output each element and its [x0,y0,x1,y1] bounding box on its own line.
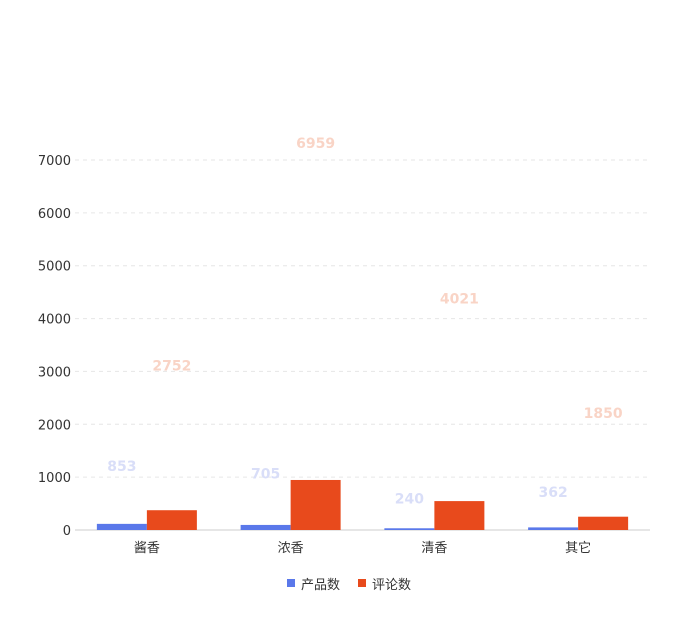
x-tick-label: 浓香 [278,541,304,556]
data-label: 853 [107,459,136,475]
bar-products [240,524,291,530]
data-label: 6959 [296,136,335,152]
data-label: 4021 [440,291,479,307]
data-label: 1850 [584,406,623,422]
bar-comments [434,501,485,530]
bar-products [528,527,579,530]
data-label: 2752 [152,359,191,375]
y-tick-label: 2000 [38,418,71,433]
x-tick-label: 其它 [565,540,591,556]
bar-comments [146,510,197,530]
y-tick-label: 3000 [38,365,71,380]
bar-products [96,523,147,530]
legend-label: 评论数 [372,578,411,593]
legend-label: 产品数 [301,578,340,593]
bar-products [384,528,435,530]
bar-comments [578,516,629,530]
legend-swatch [358,579,366,587]
legend-swatch [287,579,295,587]
y-tick-label: 7000 [38,154,71,169]
y-tick-label: 0 [63,524,71,539]
bar-comments [290,479,341,530]
y-tick-label: 5000 [38,260,71,275]
y-tick-label: 4000 [38,313,71,328]
y-tick-label: 1000 [38,471,71,486]
y-tick-label: 6000 [38,207,71,222]
x-tick-label: 清香 [421,541,447,556]
data-label: 705 [251,467,280,483]
data-label: 362 [539,485,568,501]
data-label: 240 [395,491,424,507]
x-tick-label: 酱香 [134,541,160,556]
